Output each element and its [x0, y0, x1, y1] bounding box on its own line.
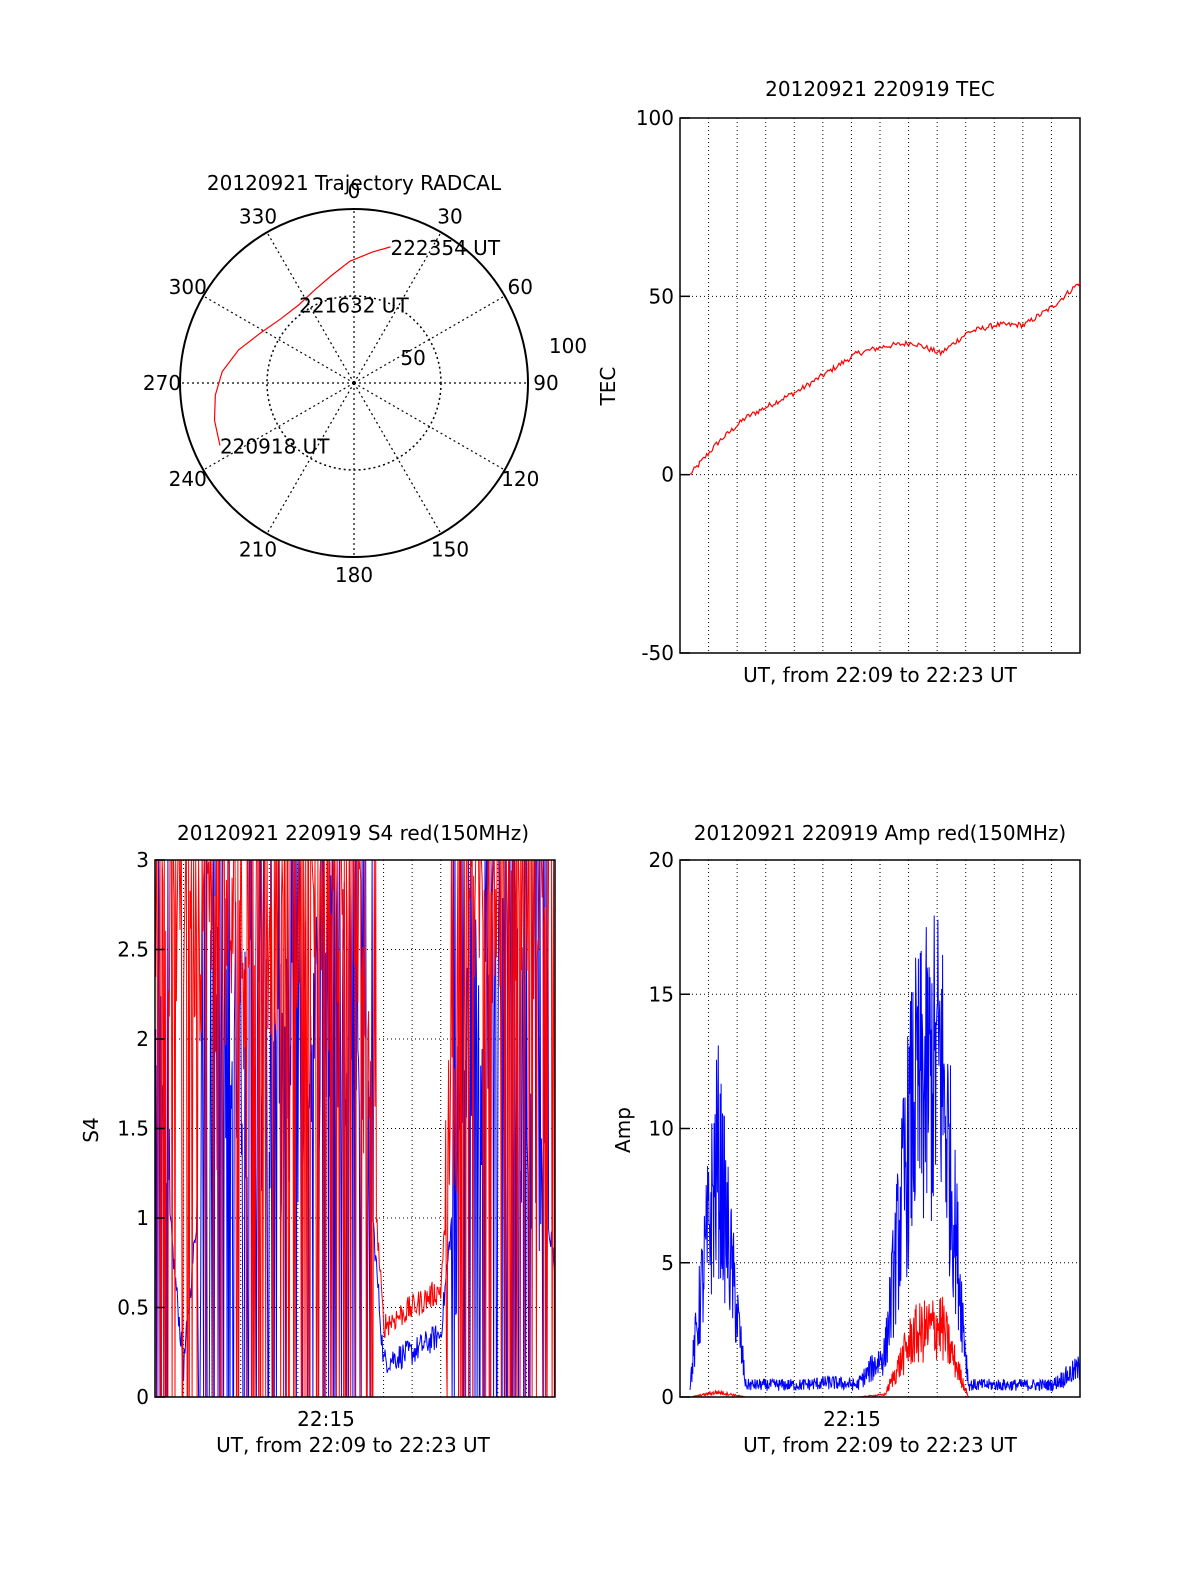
polar-grid — [179, 208, 529, 558]
s4-ytick-label: 1 — [136, 1206, 149, 1230]
polar-spoke — [203, 295, 355, 384]
polar-radius-label: 50 — [400, 346, 425, 370]
amp-ytick-label: 15 — [649, 982, 674, 1006]
tec-xlabel: UT, from 22:09 to 22:23 UT — [743, 663, 1018, 687]
s4-title: 20120921 220919 S4 red(150MHz) — [177, 821, 529, 845]
amp-ylabel: Amp — [611, 1107, 635, 1153]
polar-azimuth-label: 210 — [239, 537, 277, 561]
polar-spoke — [353, 382, 505, 471]
s4-ytick-label: 0 — [136, 1385, 149, 1409]
amp-series-blue — [689, 915, 1080, 1393]
tec-ylabel: TEC — [596, 367, 620, 407]
polar-azimuth-label: 30 — [437, 205, 462, 229]
s4-xlabel: UT, from 22:09 to 22:23 UT — [216, 1433, 491, 1457]
tec-frame — [679, 117, 1081, 654]
polar-outer-circle — [179, 208, 529, 558]
polar-trajectory: 220918 UT 221632 UT 222354 UT — [213, 236, 501, 459]
polar-trajectory-label: 221632 UT — [299, 294, 409, 318]
polar-spoke — [353, 382, 442, 534]
polar-azimuth-label: 240 — [169, 467, 207, 491]
polar-trajectory-line — [213, 246, 391, 446]
s4-ytick-label: 3 — [136, 848, 149, 872]
s4-plot-area: 0 0.5 1 1.5 2 2.5 3 — [117, 848, 556, 1409]
amp-ytick-label: 20 — [649, 848, 674, 872]
tec-chart: 20120921 220919 TEC UT, from 22:09 to 22… — [596, 77, 1081, 687]
polar-trajectory-chart: 20120921 Trajectory RADCAL 0 30 60 90 120 150… — [143, 171, 587, 587]
s4-ytick-label: 2 — [136, 1027, 149, 1051]
polar-azimuth-label: 330 — [239, 205, 277, 229]
tec-series-line — [689, 281, 1081, 475]
amp-xlabel: UT, from 22:09 to 22:23 UT — [743, 1433, 1018, 1457]
polar-azimuth-labels: 0 30 60 90 120 150 180 210 240 270 300 330 50 100 — [143, 179, 587, 587]
amp-plot-area: 0 5 10 15 20 — [649, 848, 1081, 1409]
tec-title: 20120921 220919 TEC — [765, 77, 995, 101]
polar-azimuth-label: 300 — [169, 275, 207, 299]
tec-ytick-label: 0 — [661, 463, 674, 487]
amp-ytick-label: 5 — [661, 1251, 674, 1275]
polar-radius-label: 100 — [549, 334, 587, 358]
amp-ytick-label: 0 — [661, 1385, 674, 1409]
amp-xtick-label: 22:15 — [823, 1407, 881, 1431]
tec-ytick-label: -50 — [641, 641, 674, 665]
tec-ytick-label: 100 — [636, 106, 674, 130]
s4-ytick-label: 0.5 — [117, 1296, 149, 1320]
polar-title: 20120921 Trajectory RADCAL — [207, 171, 502, 195]
polar-spoke — [266, 232, 355, 384]
s4-ytick-label: 2.5 — [117, 938, 149, 962]
polar-azimuth-label: 60 — [508, 275, 533, 299]
s4-ytick-label: 1.5 — [117, 1117, 149, 1141]
polar-azimuth-label: 180 — [335, 563, 373, 587]
polar-spoke — [353, 295, 505, 384]
polar-azimuth-label: 120 — [501, 467, 539, 491]
s4-xtick-label: 22:15 — [297, 1407, 355, 1431]
polar-trajectory-label: 222354 UT — [390, 236, 500, 260]
polar-spoke — [353, 232, 442, 384]
polar-azimuth-label: 90 — [533, 371, 558, 395]
polar-spoke — [203, 382, 355, 471]
s4-series-red — [155, 860, 555, 1397]
s4-chart: 20120921 220919 S4 red(150MHz) 22:15 UT,… — [79, 821, 556, 1457]
polar-trajectory-label: 220918 UT — [220, 435, 330, 459]
tec-ytick-label: 50 — [649, 284, 674, 308]
tec-plot-area: -50 0 50 100 — [636, 106, 1081, 665]
polar-azimuth-label: 270 — [143, 371, 181, 395]
s4-ylabel: S4 — [79, 1117, 103, 1142]
amp-ytick-label: 10 — [649, 1117, 674, 1141]
amp-title: 20120921 220919 Amp red(150MHz) — [694, 821, 1066, 845]
polar-spoke — [266, 382, 355, 534]
s4-series-blue — [155, 860, 555, 1397]
s4-series-group — [155, 860, 555, 1397]
polar-azimuth-label: 0 — [348, 179, 361, 203]
polar-azimuth-label: 150 — [431, 537, 469, 561]
amp-chart: 20120921 220919 Amp red(150MHz) 22:15 UT… — [611, 821, 1081, 1457]
